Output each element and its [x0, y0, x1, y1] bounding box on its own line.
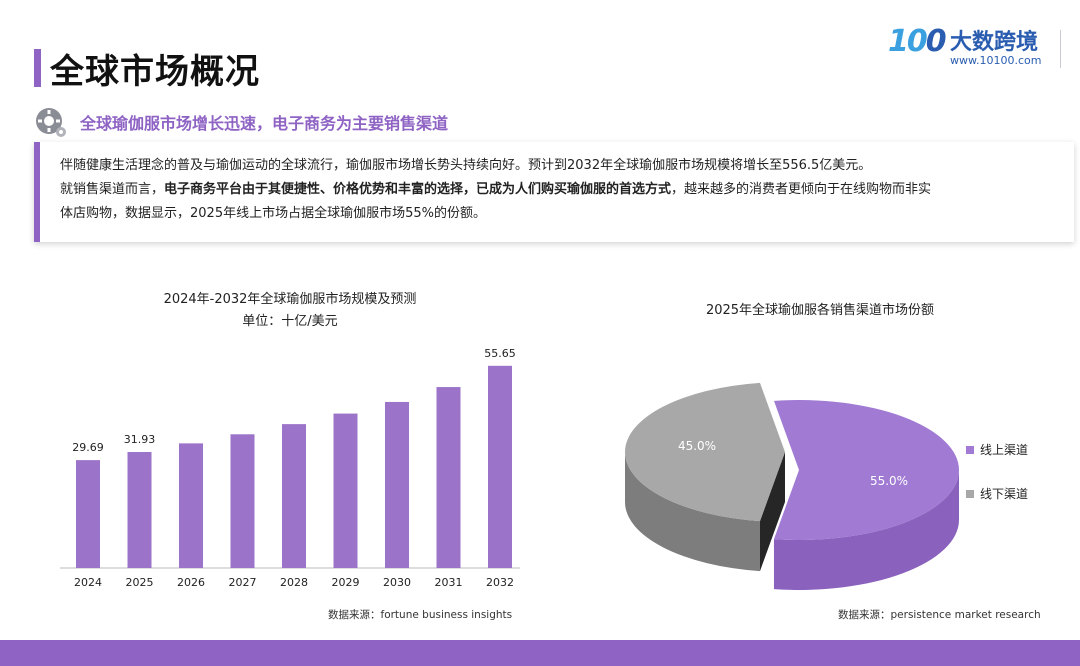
- pie-label-offline: 45.0%: [678, 439, 716, 453]
- logo-name: 大数跨境: [950, 30, 1039, 55]
- bar-2031: [436, 387, 461, 568]
- logo-mark: 100: [888, 24, 947, 59]
- x-tick-label: 2024: [74, 576, 102, 589]
- x-tick-label: 2027: [229, 576, 257, 589]
- bar-2029: [333, 413, 358, 568]
- pie-chart-source: 数据来源：persistence market research: [838, 609, 1041, 621]
- pie-slice-online-side: [773, 470, 959, 590]
- gear-icon: [36, 108, 66, 137]
- logo-url: www.10100.com: [950, 54, 1042, 67]
- bar-chart-title: 2024年-2032年全球瑜伽服市场规模及预测: [163, 292, 417, 307]
- pie-slice-offline-side: [625, 452, 760, 572]
- bar-2027: [230, 434, 255, 568]
- legend-swatch: [966, 490, 974, 498]
- description-text: 伴随健康生活理念的普及与瑜伽运动的全球流行，瑜伽服市场增长势头持续向好。预计到2…: [60, 154, 1070, 226]
- bar-2024: [76, 460, 100, 568]
- bar-chart-unit: 单位：十亿/美元: [242, 314, 338, 329]
- x-tick-label: 2031: [435, 576, 463, 589]
- data-label-2024: 29.69: [72, 441, 104, 454]
- bar-chart: 2024 29.69 2025 31.93 2026 2027 2028 2029 2030 20…: [60, 347, 520, 589]
- legend-swatch: [966, 446, 974, 454]
- data-label-2025: 31.93: [124, 433, 156, 446]
- pie-slice-offline-cut: [759, 452, 785, 572]
- x-tick-label: 2025: [126, 576, 154, 589]
- logo-divider: [1060, 30, 1061, 68]
- bar-chart-source: 数据来源：fortune business insights: [328, 609, 513, 621]
- description-line-2: 就销售渠道而言，电子商务平台由于其便捷性、价格优势和丰富的选择，已成为人们购买瑜…: [60, 182, 932, 197]
- pie-slice-online: [773, 400, 959, 540]
- x-tick-label: 2030: [383, 576, 411, 589]
- data-label-2032: 55.65: [484, 347, 516, 360]
- footer-band: [0, 640, 1080, 666]
- description-box: 伴随健康生活理念的普及与瑜伽运动的全球流行，瑜伽服市场增长势头持续向好。预计到2…: [34, 142, 1074, 242]
- bar-2026: [179, 443, 203, 568]
- title-accent-bar: [34, 49, 41, 87]
- bar-2025: [127, 451, 152, 568]
- pie-label-online: 55.0%: [870, 474, 908, 488]
- x-tick-label: 2029: [332, 576, 360, 589]
- legend-label: 线下渠道: [980, 487, 1028, 501]
- description-line-1: 伴随健康生活理念的普及与瑜伽运动的全球流行，瑜伽服市场增长势头持续向好。预计到2…: [60, 158, 872, 173]
- description-line-3: 体店购物，数据显示，2025年线上市场占据全球瑜伽服市场55%的份额。: [60, 206, 486, 221]
- section-subtitle: 全球瑜伽服市场增长迅速，电子商务为主要销售渠道: [80, 114, 449, 133]
- x-tick-label: 2026: [177, 576, 205, 589]
- bar-2030: [385, 401, 409, 568]
- description-highlight: 电子商务平台由于其便捷性、价格优势和丰富的选择，已成为人们购买瑜伽服的首选方式: [164, 182, 672, 197]
- pie-chart-title: 2025年全球瑜伽服各销售渠道市场份额: [705, 303, 935, 318]
- x-tick-label: 2028: [280, 576, 308, 589]
- bar-2032: [488, 365, 512, 568]
- bar-2028: [282, 424, 306, 568]
- page-title: 全球市场概况: [50, 52, 260, 92]
- logo: 100 大数跨境 www.10100.com: [888, 22, 1064, 74]
- pie-slice-offline: [625, 382, 785, 522]
- legend-label: 线上渠道: [980, 443, 1028, 457]
- x-tick-label: 2032: [486, 576, 514, 589]
